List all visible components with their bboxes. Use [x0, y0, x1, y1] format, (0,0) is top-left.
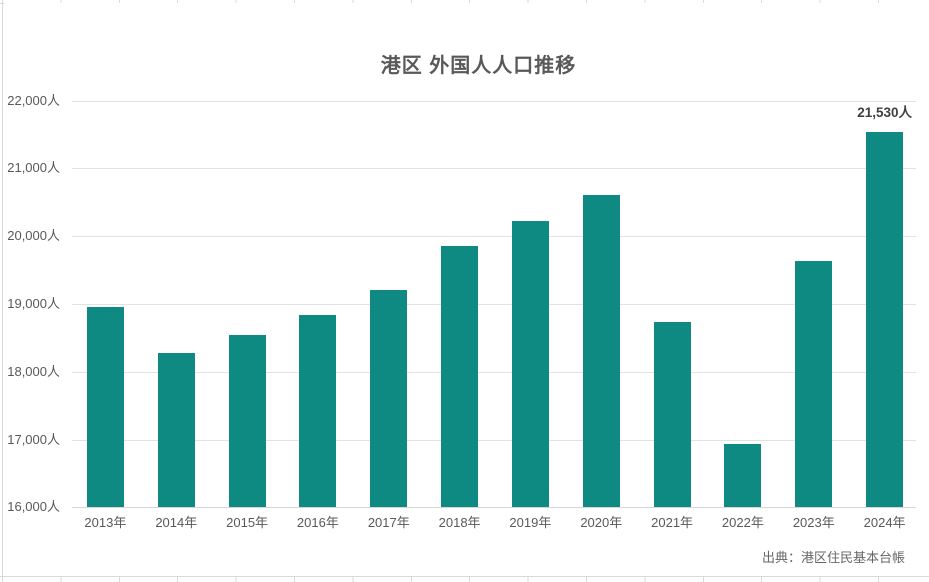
- y-axis-tick-label: 17,000人: [7, 431, 60, 447]
- bar-2020[interactable]: [582, 195, 620, 508]
- spreadsheet-gridlines-bottom: [0, 576, 929, 582]
- y-axis-tick-label: 22,000人: [7, 92, 60, 108]
- y-axis-tick-label: 19,000人: [7, 295, 60, 311]
- x-axis-label-2019: 2019年: [509, 515, 552, 530]
- bar-2015[interactable]: [228, 335, 266, 508]
- bar-2018[interactable]: [441, 245, 479, 508]
- y-axis-tick-label: 16,000人: [7, 499, 60, 515]
- bar-2024[interactable]: [866, 132, 904, 508]
- bar-2017[interactable]: [370, 290, 408, 508]
- x-axis-label-2014: 2014年: [155, 515, 198, 530]
- y-axis-tick-label: 20,000人: [7, 228, 60, 244]
- bar-2016[interactable]: [299, 314, 337, 508]
- data-label-2024: 21,530人: [857, 105, 912, 121]
- y-axis-tick-label: 21,000人: [7, 160, 60, 176]
- spreadsheet-column-gridline: [2, 0, 3, 581]
- x-axis-label-2024: 2024年: [863, 515, 906, 530]
- bar-2019[interactable]: [511, 220, 549, 508]
- x-axis-label-2022: 2022年: [721, 515, 764, 530]
- x-axis-label-2018: 2018年: [438, 515, 481, 530]
- x-axis-label-2017: 2017年: [367, 515, 410, 530]
- x-axis-label-2020: 2020年: [580, 515, 623, 530]
- x-axis-label-2023: 2023年: [792, 515, 835, 530]
- bar-2013[interactable]: [86, 306, 124, 508]
- y-gridline: [72, 439, 916, 441]
- y-gridline: [72, 371, 916, 373]
- source-note: 出典：港区住民基本台帳: [761, 550, 905, 565]
- y-gridline: [72, 100, 916, 102]
- x-axis-label-2013: 2013年: [84, 515, 127, 530]
- x-axis-label-2021: 2021年: [651, 515, 694, 530]
- y-gridline: [72, 168, 916, 170]
- x-axis-line: [72, 507, 916, 509]
- y-gridline: [72, 303, 916, 305]
- y-gridline: [72, 236, 916, 238]
- bar-2021[interactable]: [653, 321, 691, 508]
- bar-2022[interactable]: [724, 443, 762, 508]
- y-axis-tick-label: 18,000人: [7, 363, 60, 379]
- chart-title[interactable]: 港区 外国人人口推移: [380, 55, 577, 77]
- bar-2023[interactable]: [795, 261, 833, 508]
- x-axis-label-2016: 2016年: [296, 515, 339, 530]
- x-axis-label-2015: 2015年: [226, 515, 269, 530]
- bar-2014[interactable]: [157, 352, 195, 508]
